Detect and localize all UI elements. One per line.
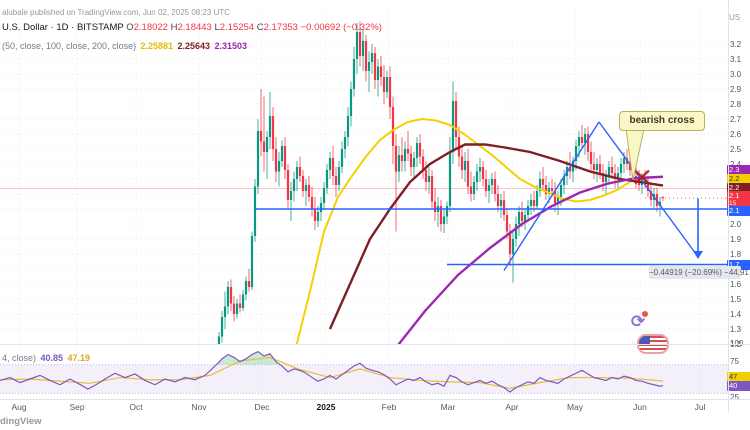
attribution-text: alubale published on TradingView.com, Ju… — [2, 8, 231, 17]
close-value: 2.17353 — [263, 22, 298, 33]
trendline-up[interactable] — [503, 121, 600, 271]
ma100-value: 2.25643 — [177, 41, 211, 51]
measure-tooltip: −0.44919 (−20.69%) −44,91 — [649, 266, 749, 279]
time-axis-separator — [0, 399, 750, 400]
arrow-head-icon — [693, 251, 703, 259]
ma-legend-row[interactable]: (50, close, 100, close, 200, close) 2.25… — [2, 36, 247, 54]
open-label: O — [126, 22, 134, 33]
ma100-line[interactable] — [328, 143, 664, 330]
bearish-cross-callout[interactable]: bearish cross — [619, 111, 705, 131]
ma-params: (50, close, 100, close, 200, close) — [2, 41, 137, 51]
rsi-overbought-fill — [215, 351, 282, 367]
callout-tail — [625, 128, 645, 181]
trendline-down[interactable] — [598, 121, 697, 255]
rsi-ma-value: 47.19 — [67, 353, 90, 363]
grid — [0, 10, 728, 398]
symbol-title: U.S. Dollar · 1D · BITSTAMP — [2, 22, 124, 33]
ma200-line[interactable] — [393, 175, 664, 352]
candlestick-series — [217, 21, 665, 344]
low-value: 2.15254 — [219, 22, 255, 33]
rsi-band — [0, 364, 728, 394]
rsi-line[interactable] — [0, 350, 664, 393]
scale-currency-label: US — [729, 13, 741, 22]
rsi-value: 40.85 — [40, 353, 63, 363]
symbol-legend-row[interactable]: U.S. Dollar · 1D · BITSTAMP O2.18022 H2.… — [2, 22, 382, 33]
cycle-sticker-icon[interactable]: ⟳ — [627, 311, 649, 333]
flag-canton — [639, 336, 650, 344]
tradingview-watermark[interactable]: dingView — [0, 416, 42, 427]
rsi-legend-row[interactable]: 4, close) 40.85 47.19 — [2, 348, 90, 366]
close-label: C — [256, 22, 264, 33]
ma200-value: 2.31503 — [214, 41, 248, 51]
open-value: 2.18022 — [133, 22, 168, 33]
ma50-value: 2.25881 — [140, 41, 174, 51]
low-label: L — [214, 22, 220, 33]
pane-separator[interactable] — [0, 344, 750, 345]
price-scale-separator — [728, 0, 729, 412]
change-value: −0.00692 (−0.32%) — [300, 22, 382, 33]
ma50-line[interactable] — [295, 117, 664, 347]
red-dot-icon — [642, 311, 648, 317]
high-value: 2.18443 — [177, 22, 212, 33]
high-label: H — [170, 22, 178, 33]
rsi-params: 4, close) — [2, 353, 37, 363]
